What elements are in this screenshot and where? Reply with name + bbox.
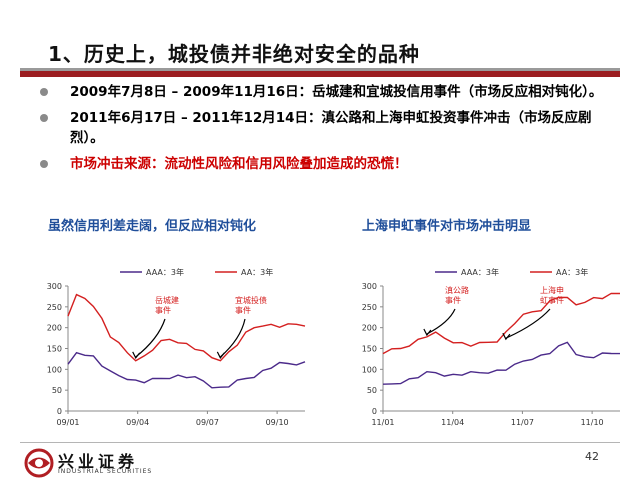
annotation-arrow	[426, 308, 456, 335]
y-tick-label: 50	[367, 386, 377, 395]
annotation-label: 滇公路	[445, 285, 469, 295]
bullet-text: 市场冲击来源：流动性风险和信用风险叠加造成的恐慌！	[70, 156, 408, 172]
arrow-head-icon	[132, 351, 141, 360]
line-chart-right: 0 50 100 150 200 250 300 11/01 11/04 11/07 11/10 AA…	[362, 267, 621, 427]
bullet-dot-icon	[40, 88, 48, 96]
title-rule-grey	[20, 68, 620, 71]
bullet-text: 2009年7月8日 – 2009年11月16日：岳城建和宜城投信用事件（市场反应…	[70, 84, 603, 100]
annotation-label: 事件	[235, 305, 251, 315]
annotation-label: 事件	[445, 295, 461, 305]
series-line	[382, 292, 621, 355]
x-tick-label: 11/04	[441, 418, 464, 427]
legend-label: AAA：3年	[146, 267, 184, 277]
legend-label: AA：3年	[556, 267, 588, 277]
annotation-label: 虹事件	[540, 295, 564, 305]
annotation: 上海申虹事件	[502, 285, 564, 341]
chart-axes: 0 50 100 150 200 250 300 11/01 11/04 11/07 11/10	[362, 282, 620, 427]
annotation-label: 事件	[155, 305, 171, 315]
footer-rule	[20, 442, 620, 443]
y-tick-label: 300	[47, 282, 62, 291]
x-tick-label: 09/04	[126, 418, 149, 427]
annotation-label: 岳城建	[155, 295, 179, 305]
arrow-head-icon	[502, 332, 511, 341]
series-line	[67, 351, 306, 389]
bullet-list: 2009年7月8日 – 2009年11月16日：岳城建和宜城投信用事件（市场反应…	[40, 82, 610, 180]
x-tick-label: 11/10	[581, 418, 604, 427]
y-tick-label: 150	[47, 345, 62, 354]
x-tick-label: 09/01	[56, 418, 79, 427]
x-tick-label: 11/01	[371, 418, 394, 427]
line-chart-left: 0 50 100 150 200 250 300 09/01 09/04 09/07 09/10 AA…	[47, 267, 306, 427]
title-rule-red	[20, 71, 620, 77]
y-tick-label: 50	[52, 386, 62, 395]
bullet-item: 2009年7月8日 – 2009年11月16日：岳城建和宜城投信用事件（市场反应…	[40, 82, 610, 102]
chart-title-right: 上海申虹事件对市场冲击明显	[362, 219, 532, 234]
bullet-text: 2011年6月17日 – 2011年12月14日：滇公路和上海申虹投资事件冲击（…	[70, 110, 592, 146]
y-tick-label: 100	[47, 365, 62, 374]
brand-name-en: INDUSTRIAL SECURITIES	[58, 468, 153, 475]
y-tick-label: 200	[47, 324, 62, 333]
page-title: 1、历史上，城投债并非绝对安全的品种	[48, 42, 420, 66]
x-tick-label: 09/10	[266, 418, 289, 427]
y-tick-label: 150	[362, 345, 377, 354]
y-tick-label: 100	[362, 365, 377, 374]
chart-title-left: 虽然信用利差走阔，但反应相对钝化	[48, 219, 257, 234]
bullet-dot-icon	[40, 114, 48, 122]
annotation-label: 上海申	[540, 285, 564, 295]
x-tick-label: 11/07	[511, 418, 534, 427]
y-tick-label: 0	[372, 407, 377, 416]
company-logo-icon	[24, 448, 54, 478]
y-tick-label: 200	[362, 324, 377, 333]
bullet-dot-icon	[40, 160, 48, 168]
annotation-arrow	[505, 308, 551, 339]
legend-label: AA：3年	[241, 267, 273, 277]
series-line	[382, 341, 621, 385]
arrow-head-icon	[216, 351, 225, 360]
page-number: 42	[585, 450, 599, 463]
legend-label: AAA：3年	[461, 267, 499, 277]
bullet-item-highlight: 市场冲击来源：流动性风险和信用风险叠加造成的恐慌！	[40, 154, 610, 174]
y-tick-label: 250	[362, 303, 377, 312]
y-tick-label: 300	[362, 282, 377, 291]
bullet-item: 2011年6月17日 – 2011年12月14日：滇公路和上海申虹投资事件冲击（…	[40, 108, 610, 148]
series-line	[67, 293, 306, 362]
y-tick-label: 0	[57, 407, 62, 416]
x-tick-label: 09/07	[196, 418, 219, 427]
y-tick-label: 250	[47, 303, 62, 312]
arrow-head-icon	[423, 328, 432, 337]
annotation-label: 宜城投债	[235, 295, 267, 305]
chart-axes: 0 50 100 150 200 250 300 09/01 09/04 09/07 09/10	[47, 282, 305, 427]
brand-name: 兴业证券	[58, 452, 139, 471]
